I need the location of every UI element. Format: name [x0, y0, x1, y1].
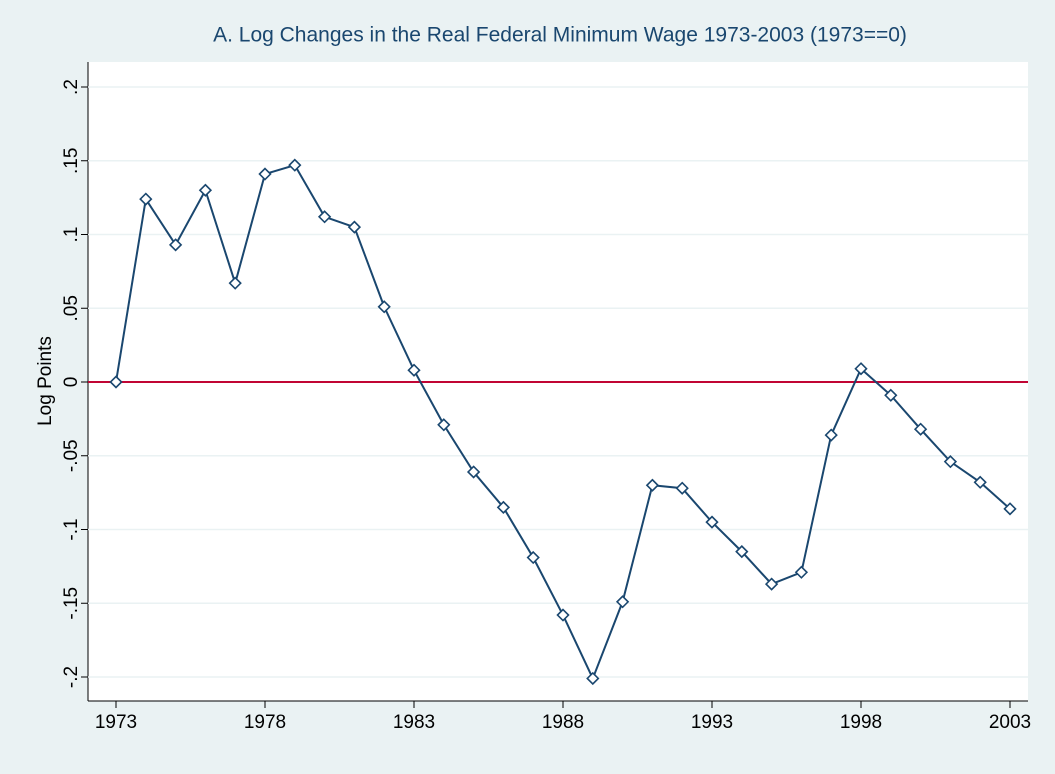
y-tick-label: -.15: [61, 587, 82, 620]
marker: [645, 478, 660, 492]
x-tick-label: 1998: [840, 712, 882, 733]
marker: [526, 550, 540, 565]
marker: [973, 475, 987, 489]
marker: [407, 363, 421, 377]
x-tick-label: 2003: [989, 712, 1031, 733]
y-tick-label: .2: [61, 79, 82, 95]
marker: [1003, 502, 1017, 516]
y-tick-label: -.05: [61, 439, 82, 472]
y-axis-label: Log Points: [35, 336, 56, 426]
x-tick-label: 1978: [244, 712, 286, 733]
marker: [794, 565, 809, 579]
y-tick-label: -.2: [61, 666, 82, 688]
x-tick-label: 1973: [95, 712, 137, 733]
marker: [347, 220, 362, 234]
marker: [735, 544, 749, 559]
x-tick-label: 1983: [393, 712, 435, 733]
y-tick-label: .15: [61, 148, 82, 174]
marker: [317, 210, 332, 224]
chart-title: A. Log Changes in the Real Federal Minim…: [213, 24, 907, 47]
marker: [824, 428, 838, 442]
y-tick-label: .05: [61, 295, 82, 321]
marker: [198, 183, 213, 197]
marker: [913, 422, 928, 436]
marker: [466, 465, 481, 479]
marker: [556, 608, 570, 622]
marker: [615, 595, 630, 609]
y-tick-label: -.1: [61, 518, 82, 540]
marker: [109, 375, 123, 389]
x-tick-label: 1988: [542, 712, 584, 733]
marker: [139, 192, 153, 206]
marker: [168, 238, 183, 252]
marker: [377, 300, 391, 314]
marker: [496, 500, 511, 515]
y-tick-label: .1: [61, 227, 82, 243]
marker: [854, 362, 868, 376]
marker: [675, 481, 689, 495]
marker: [288, 158, 302, 172]
y-tick-label: 0: [61, 377, 82, 388]
marker: [884, 388, 898, 402]
x-tick-label: 1993: [691, 712, 733, 733]
marker: [705, 515, 719, 529]
marker: [437, 418, 451, 432]
marker: [258, 167, 272, 181]
marker: [764, 577, 779, 591]
marker: [943, 455, 958, 469]
marker: [586, 671, 600, 686]
marker: [228, 276, 242, 290]
